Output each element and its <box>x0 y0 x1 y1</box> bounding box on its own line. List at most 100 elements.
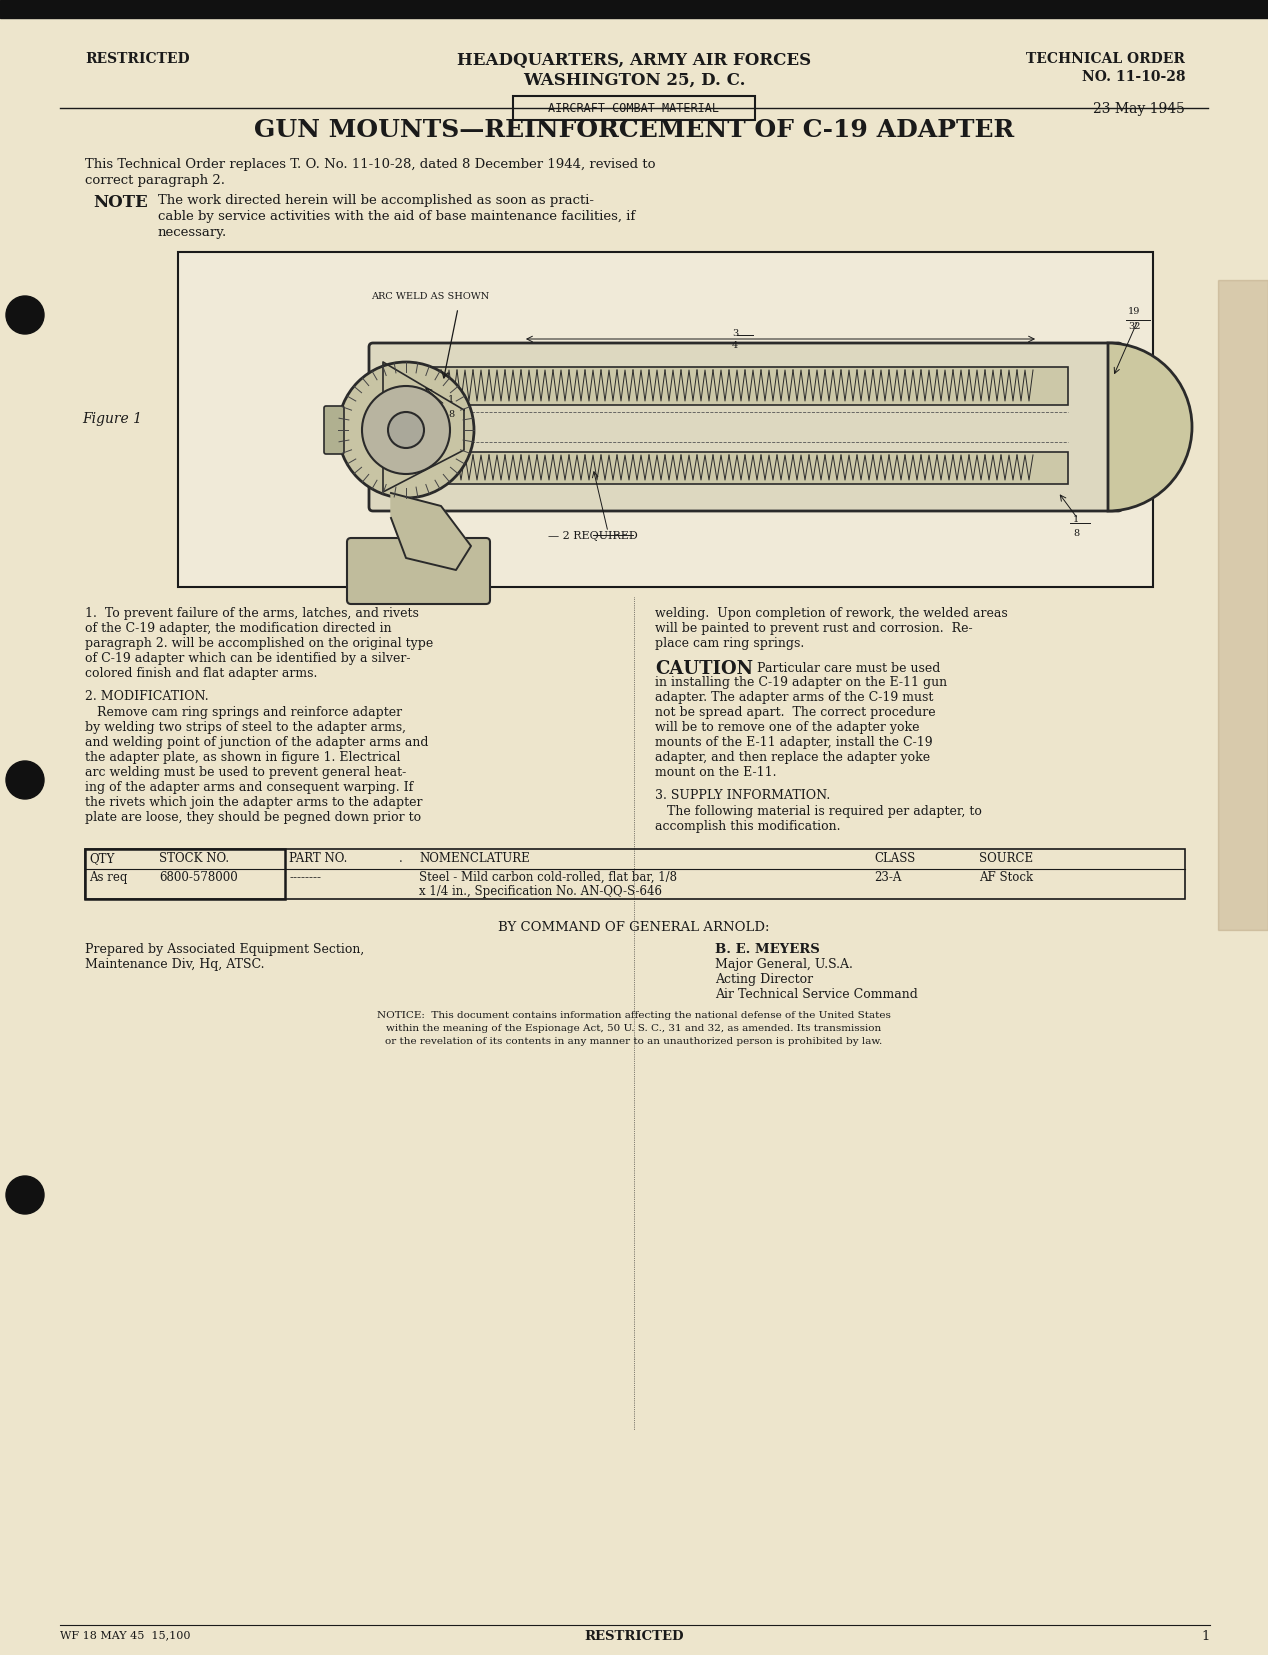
Text: or the revelation of its contents in any manner to an unauthorized person is pro: or the revelation of its contents in any… <box>385 1038 883 1046</box>
Text: 8: 8 <box>448 410 454 419</box>
Text: arc welding must be used to prevent general heat-: arc welding must be used to prevent gene… <box>85 766 406 780</box>
Text: BY COMMAND OF GENERAL ARNOLD:: BY COMMAND OF GENERAL ARNOLD: <box>498 920 770 933</box>
Bar <box>178 252 1153 588</box>
Text: place cam ring springs.: place cam ring springs. <box>656 637 804 650</box>
Text: x 1/4 in., Specification No. AN-QQ-S-646: x 1/4 in., Specification No. AN-QQ-S-646 <box>418 885 662 899</box>
Text: the rivets which join the adapter arms to the adapter: the rivets which join the adapter arms t… <box>85 796 422 809</box>
Text: 1: 1 <box>1073 515 1079 525</box>
Text: will be to remove one of the adapter yoke: will be to remove one of the adapter yok… <box>656 722 919 735</box>
Text: plate are loose, they should be pegned down prior to: plate are loose, they should be pegned d… <box>85 811 421 824</box>
FancyBboxPatch shape <box>325 405 344 453</box>
Text: in installing the C-19 adapter on the E-11 gun: in installing the C-19 adapter on the E-… <box>656 675 947 688</box>
Text: NO. 11-10-28: NO. 11-10-28 <box>1082 70 1186 84</box>
Text: PART NO.: PART NO. <box>289 852 347 866</box>
Text: ARC WELD AS SHOWN: ARC WELD AS SHOWN <box>372 291 489 301</box>
Bar <box>514 96 754 121</box>
Text: Remove cam ring springs and reinforce adapter: Remove cam ring springs and reinforce ad… <box>85 707 402 718</box>
Text: 32: 32 <box>1129 323 1140 331</box>
Text: mount on the E-11.: mount on the E-11. <box>656 766 776 780</box>
Text: AF Stock: AF Stock <box>979 871 1033 884</box>
Text: WASHINGTON 25, D. C.: WASHINGTON 25, D. C. <box>522 73 746 89</box>
Text: — 2 REQUIRED: — 2 REQUIRED <box>548 531 638 541</box>
Text: As req: As req <box>89 871 127 884</box>
FancyBboxPatch shape <box>369 343 1122 511</box>
Text: by welding two strips of steel to the adapter arms,: by welding two strips of steel to the ad… <box>85 722 406 735</box>
Text: CAUTION: CAUTION <box>656 660 753 679</box>
FancyBboxPatch shape <box>347 538 489 604</box>
Text: .: . <box>399 852 403 866</box>
Text: 8: 8 <box>1073 530 1079 538</box>
Polygon shape <box>383 362 464 492</box>
Text: This Technical Order replaces T. O. No. 11-10-28, dated 8 December 1944, revised: This Technical Order replaces T. O. No. … <box>85 157 656 170</box>
Text: within the meaning of the Espionage Act, 50 U. S. C., 31 and 32, as amended. Its: within the meaning of the Espionage Act,… <box>387 1024 881 1033</box>
Bar <box>85 849 1186 899</box>
Bar <box>383 367 1068 405</box>
Text: Steel - Mild carbon cold-rolled, flat bar, 1/8: Steel - Mild carbon cold-rolled, flat ba… <box>418 871 677 884</box>
Text: HEADQUARTERS, ARMY AIR FORCES: HEADQUARTERS, ARMY AIR FORCES <box>456 51 812 70</box>
Text: Major General, U.S.A.: Major General, U.S.A. <box>715 958 853 971</box>
Polygon shape <box>391 493 470 569</box>
Text: 3: 3 <box>732 329 738 338</box>
Text: adapter. The adapter arms of the C-19 must: adapter. The adapter arms of the C-19 mu… <box>656 692 933 703</box>
Text: 23 May 1945: 23 May 1945 <box>1093 103 1186 116</box>
Text: 1: 1 <box>448 396 454 404</box>
Text: Acting Director: Acting Director <box>715 973 813 986</box>
Circle shape <box>388 412 424 449</box>
Text: and welding point of junction of the adapter arms and: and welding point of junction of the ada… <box>85 736 429 750</box>
Text: 2. MODIFICATION.: 2. MODIFICATION. <box>85 690 209 703</box>
Text: 23-A: 23-A <box>874 871 902 884</box>
Circle shape <box>361 386 450 473</box>
Wedge shape <box>1108 343 1192 511</box>
Text: 1: 1 <box>1202 1630 1210 1643</box>
Text: adapter, and then replace the adapter yoke: adapter, and then replace the adapter yo… <box>656 751 931 765</box>
Text: QTY: QTY <box>89 852 114 866</box>
Text: 1.  To prevent failure of the arms, latches, and rivets: 1. To prevent failure of the arms, latch… <box>85 607 418 621</box>
Text: STOCK NO.: STOCK NO. <box>158 852 230 866</box>
Text: paragraph 2. will be accomplished on the original type: paragraph 2. will be accomplished on the… <box>85 637 434 650</box>
Text: NOMENCLATURE: NOMENCLATURE <box>418 852 530 866</box>
Text: not be spread apart.  The correct procedure: not be spread apart. The correct procedu… <box>656 707 936 718</box>
Bar <box>1219 280 1268 930</box>
Text: Figure 1: Figure 1 <box>82 412 142 427</box>
Text: necessary.: necessary. <box>158 227 227 238</box>
Circle shape <box>6 296 44 334</box>
Bar <box>85 849 285 899</box>
Text: SOURCE: SOURCE <box>979 852 1033 866</box>
Text: welding.  Upon completion of rework, the welded areas: welding. Upon completion of rework, the … <box>656 607 1008 621</box>
Bar <box>0 0 1268 18</box>
Text: TECHNICAL ORDER: TECHNICAL ORDER <box>1026 51 1186 66</box>
Text: 3. SUPPLY INFORMATION.: 3. SUPPLY INFORMATION. <box>656 789 831 803</box>
Text: the adapter plate, as shown in figure 1. Electrical: the adapter plate, as shown in figure 1.… <box>85 751 401 765</box>
Text: will be painted to prevent rust and corrosion.  Re-: will be painted to prevent rust and corr… <box>656 622 973 636</box>
Text: Air Technical Service Command: Air Technical Service Command <box>715 988 918 1001</box>
Text: mounts of the E-11 adapter, install the C-19: mounts of the E-11 adapter, install the … <box>656 736 933 750</box>
Bar <box>383 452 1068 483</box>
Text: The following material is required per adapter, to: The following material is required per a… <box>656 804 981 818</box>
Text: 19: 19 <box>1129 306 1140 316</box>
Text: 6800-578000: 6800-578000 <box>158 871 238 884</box>
Text: accomplish this modification.: accomplish this modification. <box>656 819 841 832</box>
Text: of the C-19 adapter, the modification directed in: of the C-19 adapter, the modification di… <box>85 622 392 636</box>
Text: Maintenance Div, Hq, ATSC.: Maintenance Div, Hq, ATSC. <box>85 958 265 971</box>
Text: cable by service activities with the aid of base maintenance facilities, if: cable by service activities with the aid… <box>158 210 635 223</box>
Circle shape <box>339 362 474 498</box>
Text: colored finish and flat adapter arms.: colored finish and flat adapter arms. <box>85 667 317 680</box>
Text: WF 18 MAY 45  15,100: WF 18 MAY 45 15,100 <box>60 1630 190 1640</box>
Text: B. E. MEYERS: B. E. MEYERS <box>715 943 819 957</box>
Text: GUN MOUNTS—REINFORCEMENT OF C-19 ADAPTER: GUN MOUNTS—REINFORCEMENT OF C-19 ADAPTER <box>254 118 1014 142</box>
Text: NOTE: NOTE <box>93 194 148 210</box>
Text: --------: -------- <box>289 871 321 884</box>
Text: Prepared by Associated Equipment Section,: Prepared by Associated Equipment Section… <box>85 943 364 957</box>
Text: RESTRICTED: RESTRICTED <box>585 1630 683 1643</box>
Text: The work directed herein will be accomplished as soon as practi-: The work directed herein will be accompl… <box>158 194 593 207</box>
Text: CLASS: CLASS <box>874 852 915 866</box>
Text: AIRCRAFT COMBAT MATERIAL: AIRCRAFT COMBAT MATERIAL <box>549 103 719 116</box>
Text: ing of the adapter arms and consequent warping. If: ing of the adapter arms and consequent w… <box>85 781 413 794</box>
Text: correct paragraph 2.: correct paragraph 2. <box>85 174 224 187</box>
Circle shape <box>6 761 44 799</box>
Text: 4: 4 <box>732 341 738 349</box>
Text: Particular care must be used: Particular care must be used <box>757 662 941 675</box>
Text: RESTRICTED: RESTRICTED <box>85 51 190 66</box>
Text: NOTICE:  This document contains information affecting the national defense of th: NOTICE: This document contains informati… <box>377 1011 891 1019</box>
Circle shape <box>6 1177 44 1215</box>
